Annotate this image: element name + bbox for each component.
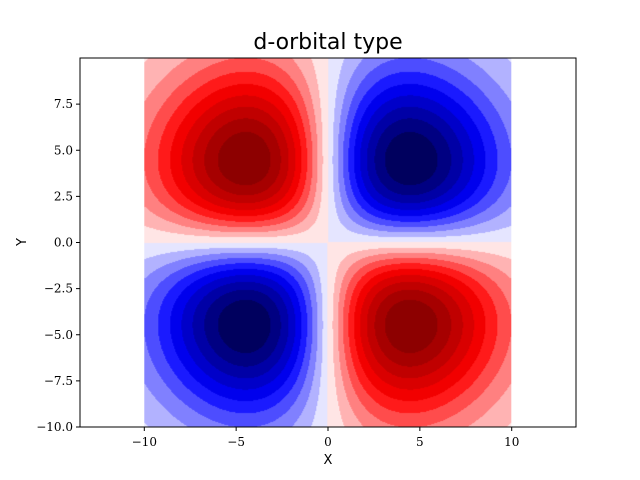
x-tick-label: 5 — [416, 435, 424, 449]
x-axis-label: X — [324, 453, 333, 468]
y-tick-label: −2.5 — [44, 282, 73, 296]
x-tick-label: 10 — [504, 435, 519, 449]
y-tick-label: 7.5 — [54, 97, 73, 111]
heatmap-layer — [144, 58, 512, 427]
heatmap-contour-fill — [144, 58, 512, 427]
y-tick-label: −5.0 — [44, 328, 73, 342]
y-axis-label: Y — [15, 238, 30, 247]
y-tick-label: 0.0 — [54, 236, 73, 250]
y-tick-label: 2.5 — [54, 189, 73, 203]
x-tick-label: 0 — [324, 435, 332, 449]
x-tick-label: −10 — [132, 435, 157, 449]
y-tick-label: −7.5 — [44, 374, 73, 388]
x-axis-ticks: −10 −5 0 5 10 — [132, 427, 519, 449]
chart-title: d-orbital type — [253, 30, 402, 55]
y-axis-ticks: −10.0 −7.5 −5.0 −2.5 0.0 2.5 5.0 7.5 — [36, 97, 80, 434]
y-tick-label: −10.0 — [36, 420, 73, 434]
y-tick-label: 5.0 — [54, 143, 73, 157]
x-tick-label: −5 — [227, 435, 245, 449]
